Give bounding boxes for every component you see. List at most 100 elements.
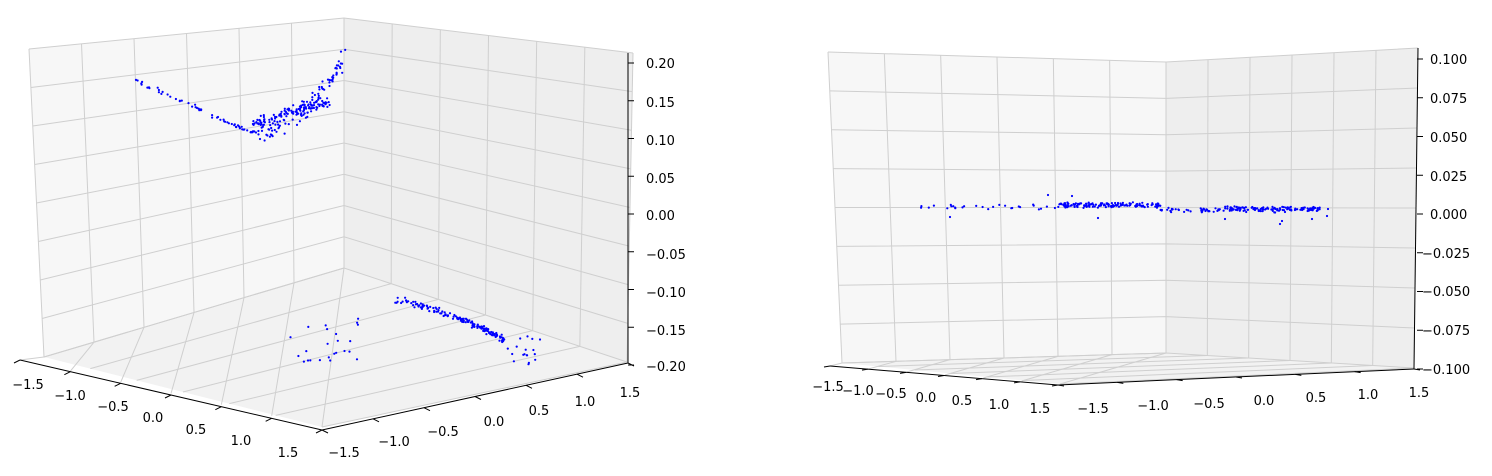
data-point bbox=[169, 95, 172, 98]
data-point bbox=[301, 103, 304, 106]
left-x-tick bbox=[265, 417, 272, 422]
data-point bbox=[339, 50, 343, 53]
data-point bbox=[1187, 209, 1190, 212]
left-3d-axes: −1.5 −1.0 −0.5 0.0 0.5 1.0 1.5 −1.5 −1.0… bbox=[12, 17, 686, 461]
data-point bbox=[1010, 207, 1013, 210]
data-point bbox=[1307, 209, 1310, 212]
left-gridline bbox=[28, 17, 634, 54]
left-gridline bbox=[43, 267, 628, 363]
data-point bbox=[524, 348, 527, 351]
data-point bbox=[242, 128, 245, 131]
data-point bbox=[257, 129, 260, 133]
data-point bbox=[484, 329, 487, 332]
left-gridline bbox=[34, 111, 631, 170]
data-point bbox=[157, 91, 160, 94]
data-point bbox=[491, 331, 494, 334]
data-point bbox=[178, 99, 181, 102]
data-point bbox=[197, 107, 200, 110]
right-gridline bbox=[906, 359, 951, 373]
left-gridline bbox=[41, 236, 628, 324]
data-point bbox=[927, 206, 930, 209]
data-point bbox=[1096, 206, 1099, 209]
data-point bbox=[1156, 202, 1159, 205]
data-point bbox=[278, 124, 281, 127]
data-point bbox=[1093, 205, 1096, 208]
data-point bbox=[312, 104, 316, 107]
right-gridline bbox=[838, 279, 1416, 289]
data-point bbox=[256, 118, 259, 121]
data-point bbox=[321, 99, 324, 103]
data-point bbox=[519, 337, 522, 340]
data-point bbox=[298, 108, 302, 111]
data-point bbox=[533, 353, 536, 356]
left-z-tick-label: 0.10 bbox=[646, 134, 675, 149]
right-y-tick-label: 0.5 bbox=[1306, 391, 1327, 406]
data-point bbox=[1224, 207, 1227, 210]
left-y-tick-label: 0.5 bbox=[529, 404, 550, 419]
right-point-cloud bbox=[920, 193, 1330, 226]
data-point bbox=[306, 359, 310, 362]
right-z-tick-label: 0.075 bbox=[1430, 92, 1467, 107]
right-x-tick-label: 1.0 bbox=[989, 398, 1010, 413]
left-x-tick-label: −0.5 bbox=[97, 400, 129, 415]
data-point bbox=[309, 103, 312, 106]
left-y-tick bbox=[474, 396, 482, 400]
data-point bbox=[307, 103, 310, 106]
data-point bbox=[272, 113, 275, 116]
data-point bbox=[1233, 205, 1236, 208]
data-point bbox=[304, 116, 307, 119]
data-point bbox=[527, 361, 531, 364]
right-gridline bbox=[868, 360, 897, 370]
data-point bbox=[407, 300, 410, 303]
data-point bbox=[337, 64, 340, 67]
data-point bbox=[262, 115, 265, 119]
data-point bbox=[269, 124, 272, 127]
data-point bbox=[1183, 210, 1186, 213]
data-point bbox=[257, 133, 260, 136]
right-x-tick bbox=[1051, 384, 1059, 387]
data-point bbox=[1296, 208, 1299, 211]
data-point bbox=[250, 131, 253, 134]
data-point bbox=[1154, 203, 1158, 206]
left-x-tick-label: 1.0 bbox=[231, 434, 252, 449]
data-point bbox=[291, 118, 294, 121]
data-point bbox=[428, 310, 431, 313]
data-point bbox=[432, 306, 435, 310]
data-point bbox=[335, 332, 338, 336]
right-z-tick-label: 0.025 bbox=[1430, 170, 1467, 185]
data-point bbox=[471, 322, 474, 325]
data-point bbox=[526, 354, 529, 357]
data-point bbox=[326, 105, 329, 108]
data-point bbox=[1121, 201, 1124, 204]
right-z-axis-line bbox=[1413, 47, 1419, 370]
data-point bbox=[1053, 206, 1056, 210]
left-pane-right bbox=[344, 18, 633, 362]
data-point bbox=[981, 205, 984, 209]
data-point bbox=[348, 350, 351, 353]
right-z-tick-label: −0.075 bbox=[1422, 324, 1470, 339]
data-point bbox=[319, 97, 322, 100]
data-point bbox=[1106, 203, 1109, 206]
data-point bbox=[1214, 207, 1217, 210]
data-point bbox=[233, 123, 236, 126]
data-point bbox=[531, 337, 534, 340]
data-point bbox=[336, 339, 339, 342]
data-point bbox=[1134, 204, 1137, 208]
left-z-tick-label: −0.15 bbox=[646, 324, 686, 339]
data-point bbox=[211, 114, 214, 117]
data-point bbox=[328, 84, 331, 88]
data-point bbox=[511, 352, 514, 356]
data-point bbox=[435, 307, 438, 310]
data-point bbox=[277, 123, 280, 126]
left-x-tick-label: 0.5 bbox=[186, 423, 207, 438]
left-y-tick-label: 1.0 bbox=[575, 395, 596, 410]
left-z-tick-label: −0.05 bbox=[646, 248, 686, 263]
data-point bbox=[271, 122, 274, 125]
data-point bbox=[1116, 204, 1119, 207]
data-point bbox=[464, 317, 468, 320]
left-x-tick bbox=[64, 371, 71, 376]
left-gridline bbox=[90, 283, 392, 370]
data-point bbox=[315, 108, 318, 111]
left-y-tick bbox=[321, 429, 329, 434]
right-gridline bbox=[1023, 365, 1373, 381]
